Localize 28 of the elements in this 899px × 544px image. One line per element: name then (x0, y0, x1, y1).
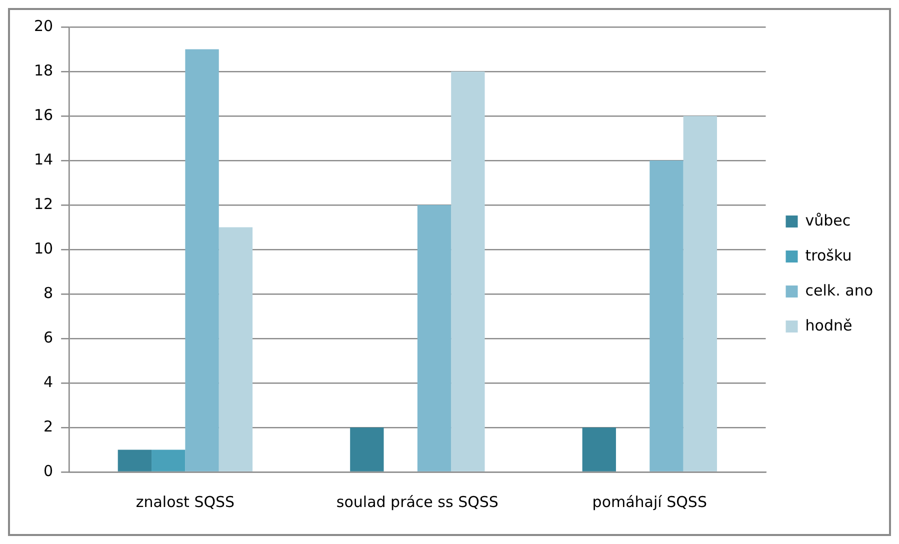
x-tick-label: znalost SQSS (136, 492, 235, 511)
y-tick-label: 20 (34, 16, 54, 35)
x-tick-label: soulad práce ss SQSS (336, 492, 498, 511)
bar (582, 428, 616, 472)
bar (152, 450, 186, 472)
bar (650, 160, 684, 472)
y-tick-label: 6 (44, 328, 54, 346)
legend-label: celk. ano (805, 281, 874, 300)
bar (683, 116, 717, 472)
y-tick-label: 10 (34, 239, 54, 258)
bar (118, 450, 152, 472)
y-tick-label: 16 (34, 106, 54, 124)
bar (451, 72, 485, 472)
legend-label: hodně (805, 316, 852, 334)
legend-label: trošku (805, 246, 852, 264)
x-tick-label: pomáhají SQSS (592, 492, 707, 511)
y-tick-label: 8 (44, 284, 54, 302)
bar (218, 227, 253, 472)
y-tick-label: 2 (44, 417, 54, 436)
bar (185, 49, 219, 472)
bar (417, 205, 452, 472)
bar (350, 428, 384, 472)
y-tick-label: 12 (34, 194, 54, 213)
y-tick-label: 14 (34, 150, 54, 168)
legend-label: vůbec (805, 211, 851, 230)
y-tick-label: 0 (44, 462, 54, 480)
y-tick-label: 4 (44, 372, 54, 391)
y-tick-label: 18 (34, 61, 54, 80)
